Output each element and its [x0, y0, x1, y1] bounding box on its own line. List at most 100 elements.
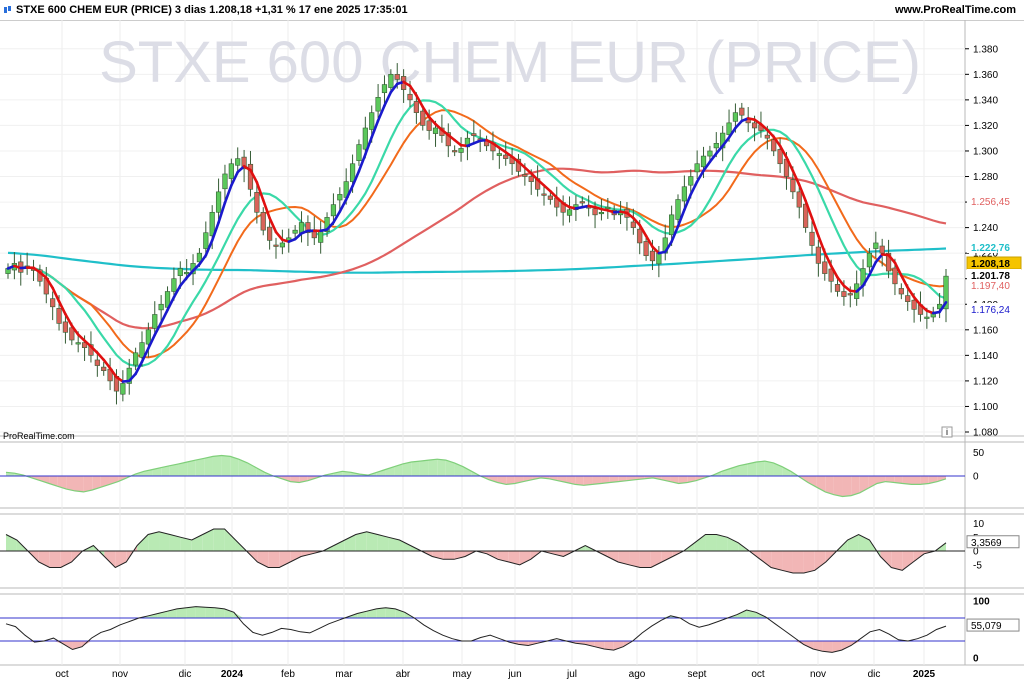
- x-tick-label: feb: [281, 669, 295, 680]
- site-url-link[interactable]: www.ProRealTime.com: [894, 4, 1016, 16]
- indicator-fill: [721, 468, 731, 476]
- indicator-fill: [851, 476, 860, 496]
- candle-up: [177, 268, 183, 276]
- indicator-fill: [290, 476, 300, 483]
- overbought-fill: [737, 610, 747, 619]
- ma-fast-segment: [153, 321, 163, 337]
- indicator-fill: [148, 531, 160, 551]
- ma-fast-segment: [817, 234, 827, 254]
- overbought-fill: [195, 606, 206, 619]
- axes-layer: oct nov dic 2024 feb mar abr may jun jul ago sept oc…: [55, 44, 1022, 680]
- indicator-fill: [716, 534, 728, 551]
- candle-up: [145, 329, 151, 345]
- x-tick-label: ago: [629, 669, 646, 680]
- indicator-fill: [661, 476, 671, 482]
- symbol-watermark: STXE 600 CHEM EUR (PRICE): [99, 30, 921, 95]
- indicator-fill: [178, 462, 188, 476]
- candle-down: [834, 284, 841, 292]
- ma-fast-segment: [140, 347, 150, 364]
- candle-down: [62, 321, 69, 333]
- ma-fast-segment: [810, 216, 820, 238]
- indicator-fill: [40, 476, 50, 484]
- source-label: ProRealTime.com: [3, 431, 75, 441]
- chart-header-bar: STXE 600 CHEM EUR (PRICE) 3 dias 1.208,1…: [0, 0, 1024, 21]
- candle-up: [924, 316, 930, 319]
- candle-down: [579, 201, 585, 204]
- ma-fast-segment: [102, 358, 112, 370]
- ma-fast-segment: [89, 345, 99, 355]
- ma-fast-segment: [274, 230, 284, 242]
- indicator-fill: [344, 534, 356, 551]
- indicator-fill: [394, 463, 403, 476]
- indicator-fill: [187, 460, 196, 476]
- ma-fast-segment: [772, 135, 782, 148]
- ma-fast-segment: [670, 225, 680, 243]
- candle-down: [503, 154, 509, 159]
- candle-down: [815, 246, 821, 264]
- oversold-fill: [851, 640, 861, 646]
- ma-fast-segment: [383, 90, 393, 107]
- candle-up: [381, 84, 388, 94]
- indicator-fill: [74, 476, 84, 492]
- indicator-fill: [902, 476, 912, 485]
- ma-fast-segment: [51, 286, 61, 303]
- ma-fast-segment: [529, 172, 539, 182]
- overbought-fill: [395, 608, 405, 619]
- candle-down: [471, 133, 477, 136]
- chart-area[interactable]: STXE 600 CHEM EUR (PRICE) oct nov dic 2024 f…: [0, 20, 1024, 683]
- candlestick-icon: [4, 6, 11, 13]
- candle-down: [50, 298, 56, 308]
- indicator-fill: [523, 476, 533, 482]
- ma-fast-segment: [166, 295, 176, 312]
- candle-down: [592, 208, 598, 216]
- candle-down: [522, 174, 528, 177]
- indicator-fill: [238, 459, 248, 476]
- candle-up: [209, 211, 215, 237]
- candle-down: [847, 293, 853, 296]
- candle-up: [235, 158, 241, 166]
- y-tick-label: 1.340: [973, 95, 998, 106]
- candle-down: [649, 250, 656, 262]
- ma-fast-segment: [223, 184, 233, 205]
- candle-up: [688, 176, 694, 186]
- ma-fast-segment: [708, 152, 718, 164]
- overbought-fill: [376, 607, 386, 619]
- candle-down: [101, 366, 107, 371]
- ma-fast-segment: [364, 135, 374, 156]
- y-tick-label: 1.300: [973, 146, 998, 157]
- ma-fast-segment: [778, 144, 788, 159]
- candle-up: [369, 112, 375, 130]
- indicator-tick-label: -5: [973, 560, 982, 571]
- ma-fast-segment: [255, 180, 265, 202]
- candle-up: [171, 278, 177, 292]
- candle-down: [905, 295, 911, 303]
- ma-fast-segment: [536, 178, 546, 187]
- indicator-fill: [760, 551, 772, 568]
- candle-up: [458, 148, 464, 153]
- indicator-fill: [376, 469, 386, 476]
- candle-up: [362, 127, 368, 150]
- indicator-3-pane: [0, 606, 965, 653]
- indicator-fill: [825, 476, 834, 495]
- candle-down: [267, 226, 273, 241]
- candle-up: [388, 74, 394, 88]
- indicator-fill: [756, 461, 765, 476]
- indicator-fill: [902, 551, 914, 571]
- candle-down: [445, 132, 451, 147]
- indicator-fill: [739, 463, 748, 476]
- oversold-fill: [575, 640, 586, 645]
- candle-down: [771, 139, 777, 152]
- candle-up: [732, 112, 739, 122]
- candle-down: [413, 101, 419, 113]
- ma-fast-segment: [785, 156, 795, 173]
- candle-up: [656, 252, 662, 265]
- indicator-fill: [705, 534, 717, 551]
- candle-down: [407, 93, 413, 101]
- indicator-fill: [639, 551, 651, 568]
- indicator-fill: [66, 476, 75, 491]
- indicator-fill: [506, 476, 515, 485]
- ma-fast-segment: [57, 300, 67, 316]
- y-tick-label: 1.160: [973, 325, 998, 336]
- info-icon[interactable]: i: [941, 426, 953, 438]
- indicator-1-pane: [0, 454, 965, 498]
